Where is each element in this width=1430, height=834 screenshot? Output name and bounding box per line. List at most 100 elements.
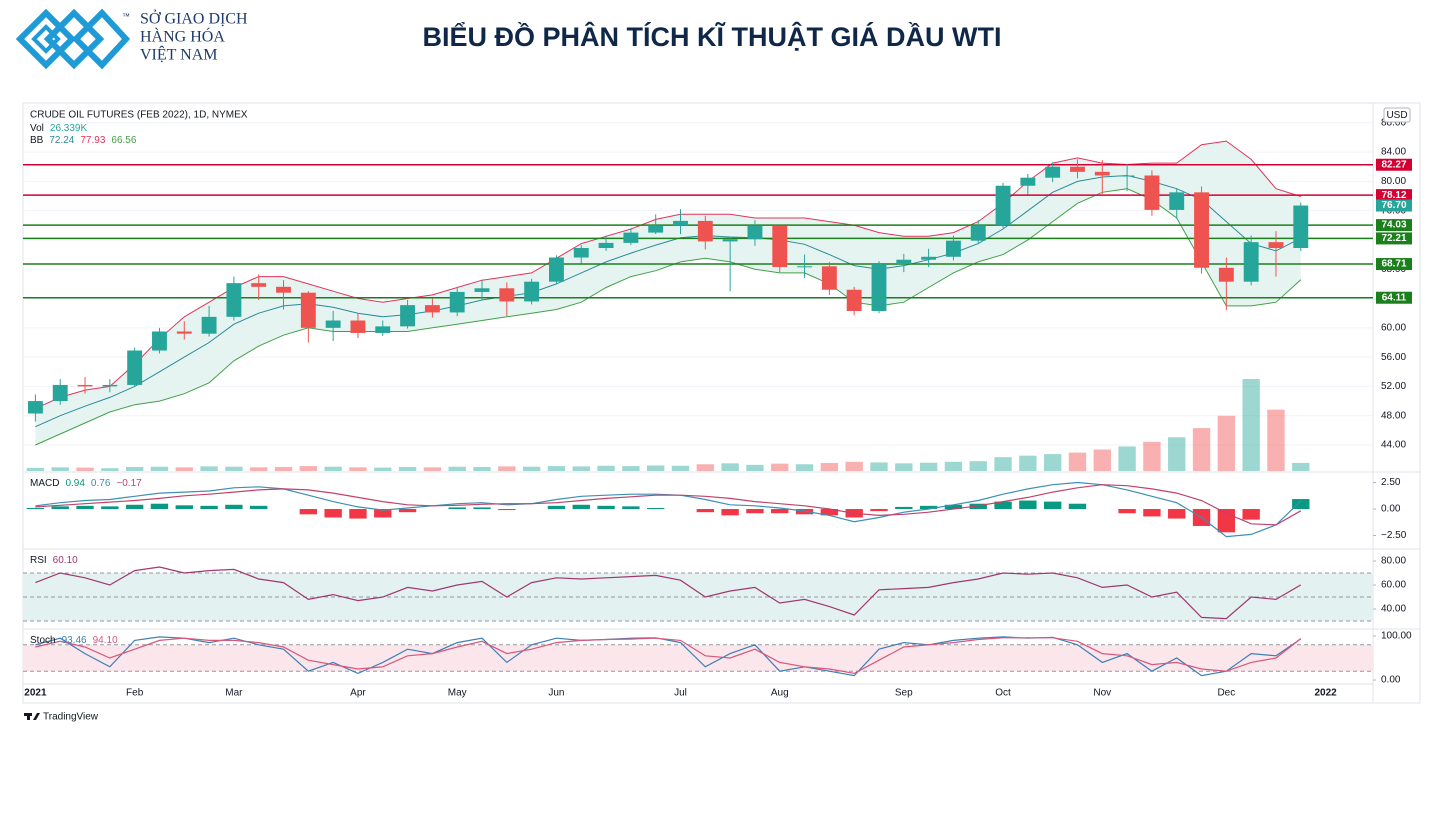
x-tick-label: 2021 bbox=[24, 688, 47, 699]
candle-body bbox=[1094, 171, 1110, 176]
y-tick-label: 0.00 bbox=[1381, 504, 1401, 515]
candle-body bbox=[1218, 267, 1234, 282]
candle-body bbox=[921, 256, 937, 260]
candle-body bbox=[648, 225, 664, 233]
y-tick-label: 52.00 bbox=[1381, 381, 1406, 392]
trademark: ™ bbox=[122, 12, 130, 21]
volume-bar bbox=[374, 467, 392, 471]
currency-box bbox=[1383, 107, 1411, 123]
chart-title: CRUDE OIL FUTURES (FEB 2022), 1D, NYMEX bbox=[30, 110, 248, 121]
legend-value: 0.94 bbox=[65, 478, 85, 489]
volume-bar bbox=[1118, 446, 1136, 471]
candle-body bbox=[226, 283, 242, 317]
legend: BB 72.24 77.93 66.56 bbox=[30, 135, 137, 146]
histogram-bar bbox=[1242, 509, 1260, 520]
candle-body bbox=[102, 384, 118, 387]
x-tick-label: Dec bbox=[1217, 688, 1235, 699]
volume-bar bbox=[1068, 452, 1087, 471]
candle-body bbox=[127, 350, 143, 385]
x-tick-label: Jun bbox=[548, 688, 564, 699]
candle-body bbox=[772, 226, 788, 268]
volume-bar bbox=[175, 467, 193, 471]
y-tick-label: 80.00 bbox=[1381, 556, 1406, 567]
histogram-bar bbox=[26, 507, 45, 510]
logo bbox=[15, 8, 131, 70]
y-tick-label: 44.00 bbox=[1381, 440, 1406, 451]
candle-body bbox=[499, 288, 515, 302]
level-label-box bbox=[1376, 219, 1412, 232]
indicator-line bbox=[35, 566, 1302, 620]
y-tick-label: 40.00 bbox=[1381, 604, 1406, 615]
candle-body bbox=[375, 326, 391, 333]
histogram-bar bbox=[125, 504, 144, 510]
histogram-bar bbox=[597, 505, 615, 510]
legend-value: 72.24 bbox=[49, 135, 74, 146]
x-tick-label: Aug bbox=[771, 688, 789, 699]
volume-bar bbox=[944, 461, 963, 471]
histogram-bar bbox=[1292, 499, 1310, 510]
volume-bar bbox=[250, 467, 268, 471]
candle-body bbox=[251, 283, 267, 287]
level-label: 82.27 bbox=[1381, 159, 1406, 170]
volume-bar bbox=[26, 467, 45, 471]
volume-bar bbox=[1292, 462, 1310, 471]
candle-body bbox=[449, 291, 465, 313]
volume-bar bbox=[895, 463, 913, 471]
volume-bar bbox=[647, 465, 665, 471]
histogram-bar bbox=[349, 509, 367, 519]
candle-body bbox=[52, 384, 68, 402]
candle-body bbox=[995, 185, 1011, 226]
candle-body bbox=[350, 320, 366, 333]
histogram-bar bbox=[150, 503, 169, 510]
last-price-box bbox=[1376, 199, 1412, 212]
candle-body bbox=[573, 248, 589, 258]
histogram-bar bbox=[175, 505, 193, 510]
volume-bar bbox=[1168, 437, 1186, 471]
x-tick-label: Oct bbox=[995, 688, 1011, 699]
volume-bar bbox=[324, 466, 342, 471]
volume-bar bbox=[994, 457, 1012, 471]
volume-bar bbox=[349, 467, 367, 471]
histogram-bar bbox=[895, 506, 913, 510]
histogram-bar bbox=[76, 505, 94, 510]
histogram-bar bbox=[572, 504, 590, 510]
volume-bar bbox=[423, 467, 442, 471]
volume-bar bbox=[771, 463, 789, 471]
y-tick-label: 60.00 bbox=[1381, 322, 1406, 333]
plot: 2021 Feb Mar Apr May Jun Jul Aug Sep Oct Nov Dec 202… bbox=[23, 107, 1420, 699]
volume-bar bbox=[150, 466, 169, 471]
volume-bar bbox=[1143, 441, 1161, 471]
volume-bar bbox=[572, 466, 590, 471]
y-tick-label: 48.00 bbox=[1381, 410, 1406, 421]
volume-bar bbox=[696, 464, 714, 471]
volume-bar bbox=[1019, 455, 1037, 471]
candle-body bbox=[152, 331, 167, 351]
candle-body bbox=[1243, 242, 1259, 282]
legend-value: −0.17 bbox=[116, 478, 142, 489]
histogram-bar bbox=[250, 505, 268, 510]
candle-body bbox=[1194, 192, 1209, 268]
volume-bar bbox=[845, 461, 863, 471]
candle-body bbox=[871, 264, 887, 311]
histogram-bar bbox=[721, 509, 739, 516]
volume-bar bbox=[1267, 409, 1285, 471]
legend-value: 93.46 bbox=[62, 635, 87, 646]
x-tick-label: Sep bbox=[895, 688, 913, 699]
x-tick-label: Nov bbox=[1093, 688, 1111, 699]
legend-name: Stoch bbox=[30, 635, 56, 646]
volume-bar bbox=[299, 466, 318, 471]
histogram-bar bbox=[919, 505, 938, 510]
indicator-line bbox=[35, 637, 1302, 675]
candle-body bbox=[623, 232, 639, 243]
volume-bar bbox=[597, 465, 615, 471]
legend-value: 94.10 bbox=[93, 635, 118, 646]
histogram-bar bbox=[746, 509, 764, 514]
histogram-bar bbox=[1019, 500, 1037, 510]
histogram-bar bbox=[200, 505, 218, 510]
legend-name: RSI bbox=[30, 555, 47, 566]
histogram-bar bbox=[870, 509, 888, 512]
band bbox=[23, 644, 1373, 672]
histogram-bar bbox=[994, 501, 1012, 510]
histogram-bar bbox=[647, 507, 665, 510]
